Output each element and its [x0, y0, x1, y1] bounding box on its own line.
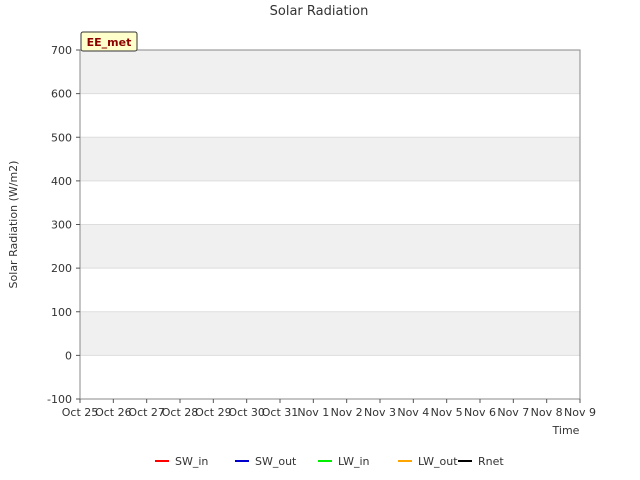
site-label-background: [80, 31, 138, 52]
y-axis-label: Solar Radiation (W/m2): [7, 161, 20, 289]
y-tick-label: 0: [65, 349, 72, 362]
grid-band: [80, 137, 580, 181]
x-tick-label: Oct 30: [228, 406, 265, 419]
x-tick-label: Nov 2: [331, 406, 363, 419]
y-tick-label: 300: [51, 219, 72, 232]
y-tick-label: 500: [51, 131, 72, 144]
y-axis: -100 0 100 200 300 400 500 600 700: [47, 44, 80, 406]
x-tick-label: Nov 3: [364, 406, 396, 419]
legend-label: SW_in: [175, 455, 208, 468]
legend-label: Rnet: [478, 455, 504, 468]
legend: SW_in SW_out LW_in LW_out Rnet: [155, 455, 504, 468]
x-tick-label: Nov 1: [297, 406, 329, 419]
x-tick-label: Oct 26: [95, 406, 132, 419]
y-tick-label: 100: [51, 306, 72, 319]
legend-label: LW_out: [418, 455, 458, 468]
legend-label: SW_out: [255, 455, 297, 468]
legend-label: LW_in: [338, 455, 370, 468]
y-tick-label: 200: [51, 262, 72, 275]
x-tick-label: Nov 9: [564, 406, 596, 419]
chart-title: Solar Radiation: [270, 4, 369, 19]
site-label-box: EE_met: [80, 31, 138, 52]
x-tick-label: Nov 6: [464, 406, 496, 419]
grid-band: [80, 224, 580, 269]
site-label: EE_met: [87, 36, 132, 49]
y-tick-label: 400: [51, 175, 72, 188]
x-tick-label: Nov 8: [531, 406, 563, 419]
x-tick-label: Nov 5: [431, 406, 463, 419]
x-tick-label: Oct 28: [162, 406, 199, 419]
x-tick-label: Oct 31: [262, 406, 299, 419]
x-tick-label: Oct 27: [128, 406, 165, 419]
x-tick-label: Oct 25: [62, 406, 99, 419]
x-tick-label: Nov 7: [497, 406, 529, 419]
y-tick-label: -100: [47, 393, 72, 406]
grid-band: [80, 50, 580, 94]
x-tick-label: Nov 4: [397, 406, 429, 419]
grid-bands: [80, 49, 580, 400]
y-tick-label: 700: [51, 44, 72, 57]
grid-band: [80, 311, 580, 356]
x-axis-label: Time: [552, 424, 580, 437]
y-tick-label: 600: [51, 88, 72, 101]
x-tick-label: Oct 29: [195, 406, 232, 419]
